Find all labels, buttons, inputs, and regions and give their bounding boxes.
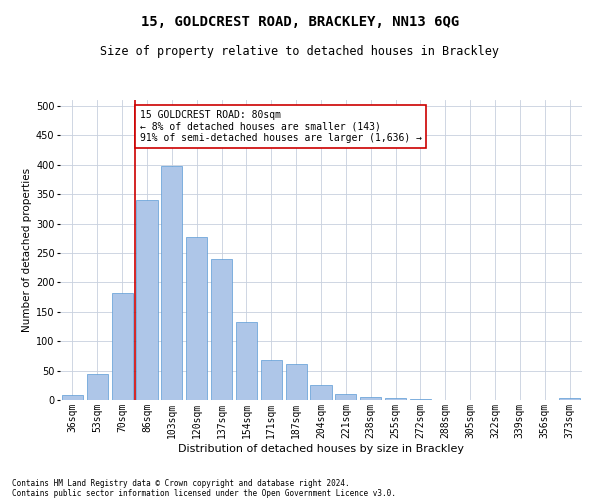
Bar <box>385 398 406 400</box>
Text: Size of property relative to detached houses in Brackley: Size of property relative to detached ho… <box>101 45 499 58</box>
Text: Contains public sector information licensed under the Open Government Licence v3: Contains public sector information licen… <box>12 488 396 498</box>
Bar <box>410 399 431 400</box>
Bar <box>87 374 108 400</box>
Text: 15 GOLDCREST ROAD: 80sqm
← 8% of detached houses are smaller (143)
91% of semi-d: 15 GOLDCREST ROAD: 80sqm ← 8% of detache… <box>140 110 422 143</box>
Bar <box>112 293 133 400</box>
Bar <box>236 322 257 400</box>
Y-axis label: Number of detached properties: Number of detached properties <box>22 168 32 332</box>
Bar <box>261 360 282 400</box>
Text: Contains HM Land Registry data © Crown copyright and database right 2024.: Contains HM Land Registry data © Crown c… <box>12 478 350 488</box>
Bar <box>186 237 207 400</box>
X-axis label: Distribution of detached houses by size in Brackley: Distribution of detached houses by size … <box>178 444 464 454</box>
Bar <box>286 364 307 400</box>
Bar <box>335 394 356 400</box>
Bar <box>211 259 232 400</box>
Bar <box>360 397 381 400</box>
Bar <box>161 166 182 400</box>
Bar <box>559 398 580 400</box>
Bar <box>136 200 158 400</box>
Text: 15, GOLDCREST ROAD, BRACKLEY, NN13 6QG: 15, GOLDCREST ROAD, BRACKLEY, NN13 6QG <box>141 15 459 29</box>
Bar <box>62 396 83 400</box>
Bar <box>310 386 332 400</box>
